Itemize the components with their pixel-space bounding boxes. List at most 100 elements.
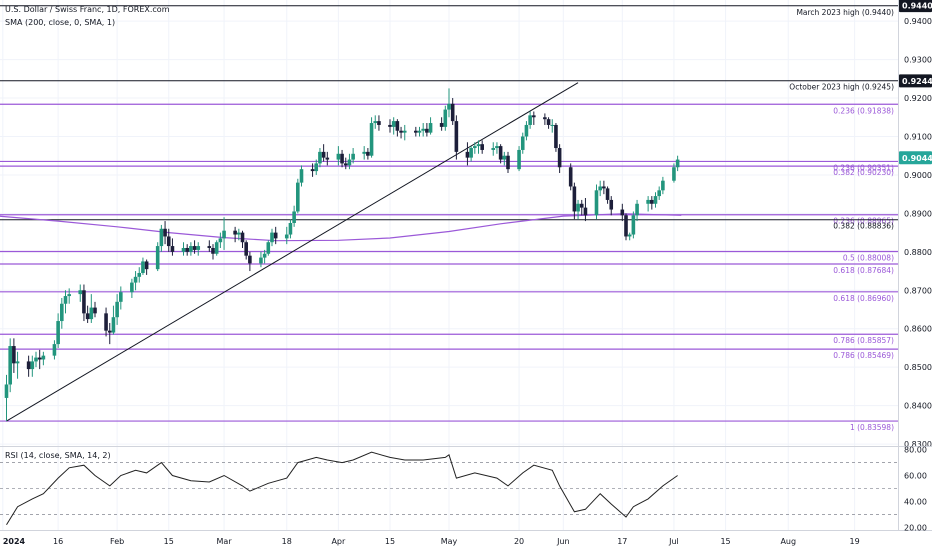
trendline xyxy=(6,82,579,422)
candle-body xyxy=(130,282,134,293)
candle-body xyxy=(443,109,448,127)
candle-body xyxy=(321,151,326,158)
candle-body xyxy=(491,148,496,150)
candle-body xyxy=(366,151,370,156)
candle-body xyxy=(362,151,366,154)
candle-body xyxy=(189,246,193,252)
price-badge-label: 0.94404 xyxy=(902,2,932,11)
price-badge xyxy=(899,151,932,165)
candle-body xyxy=(218,238,223,243)
candle-body xyxy=(425,128,429,133)
candle-body xyxy=(554,124,558,149)
candle-body xyxy=(15,361,20,364)
candle-body xyxy=(627,234,632,237)
candle-body xyxy=(546,119,551,125)
x-tick-label: Feb xyxy=(110,537,124,546)
candle-body xyxy=(351,153,355,160)
candle-body xyxy=(104,313,108,331)
x-tick-label: Mar xyxy=(217,537,233,546)
candle-body xyxy=(63,296,68,304)
candle-body xyxy=(572,186,577,212)
x-tick-label: 2024 xyxy=(3,537,26,546)
candle-body xyxy=(196,246,201,250)
x-tick-label: 20 xyxy=(514,537,524,546)
candle-body xyxy=(181,247,186,252)
candle-body xyxy=(428,123,433,133)
candle-body xyxy=(635,203,639,216)
candle-body xyxy=(111,317,116,333)
candle-body xyxy=(30,361,35,370)
candle-body xyxy=(119,292,123,302)
levels-layer: March 2023 high (0.9440) October 2023 hig… xyxy=(0,5,898,432)
candle-body xyxy=(347,159,352,166)
x-tick-label: 15 xyxy=(385,537,395,546)
candle-body xyxy=(336,153,341,160)
candle-body xyxy=(594,190,599,216)
candle-body xyxy=(240,232,245,243)
candle-body xyxy=(12,346,16,364)
candle-body xyxy=(517,149,521,170)
candle-body xyxy=(568,167,573,187)
candle-body xyxy=(631,215,636,235)
price-badge-label: 0.92446 xyxy=(902,77,932,86)
x-tick-label: 15 xyxy=(164,537,174,546)
x-tick-label: 18 xyxy=(282,537,292,546)
candle-body xyxy=(211,247,215,254)
candle-body xyxy=(653,196,658,204)
candles-layer xyxy=(4,88,680,422)
candle-body xyxy=(159,228,164,247)
level-label: 0.618 (0.87684) xyxy=(833,266,894,275)
candle-body xyxy=(222,230,226,239)
level-label: October 2023 high (0.9245) xyxy=(789,83,894,92)
candle-body xyxy=(214,242,219,254)
candle-body xyxy=(144,261,149,270)
candle-body xyxy=(602,186,606,189)
rsi-tick-label: 40.00 xyxy=(904,497,927,506)
candle-body xyxy=(506,155,510,170)
candle-body xyxy=(598,186,602,191)
x-tick-label: Aug xyxy=(780,537,796,546)
candle-body xyxy=(37,357,42,360)
candle-body xyxy=(657,190,661,197)
candle-body xyxy=(155,246,160,270)
candle-body xyxy=(620,209,625,216)
rsi-layer xyxy=(0,451,898,526)
candle-body xyxy=(266,242,271,254)
level-label: 0.618 (0.86960) xyxy=(833,294,894,303)
candle-body xyxy=(262,253,267,258)
candle-body xyxy=(543,117,547,120)
candle-body xyxy=(314,163,319,172)
trendline-layer xyxy=(6,82,579,422)
price-badge-label: 0.90446 xyxy=(902,154,932,163)
chart-title: U.S. Dollar / Swiss Franc, 1D, FOREX.com xyxy=(5,5,170,14)
x-tick-label: 17 xyxy=(617,537,627,546)
candle-body xyxy=(56,321,60,345)
rsi-label: RSI (14, close, SMA, 14, 2) xyxy=(5,451,111,460)
candle-body xyxy=(325,157,330,160)
rsi-tick-label: 20.00 xyxy=(904,523,927,532)
candle-body xyxy=(60,303,64,322)
level-label: 0.382 (0.88836) xyxy=(833,222,894,231)
candle-body xyxy=(288,223,293,235)
candle-body xyxy=(192,246,197,250)
level-label: 0.236 (0.88965) xyxy=(833,217,894,226)
candle-body xyxy=(233,230,237,235)
candle-body xyxy=(85,313,90,320)
candle-body xyxy=(137,272,142,277)
candle-body xyxy=(34,357,38,362)
candle-body xyxy=(672,167,676,181)
candle-body xyxy=(439,123,444,127)
x-tick-label: May xyxy=(441,537,458,546)
candle-body xyxy=(454,121,459,152)
candle-body xyxy=(133,276,138,283)
x-tick-label: 19 xyxy=(850,537,860,546)
candle-body xyxy=(270,232,274,243)
candle-body xyxy=(284,234,289,239)
